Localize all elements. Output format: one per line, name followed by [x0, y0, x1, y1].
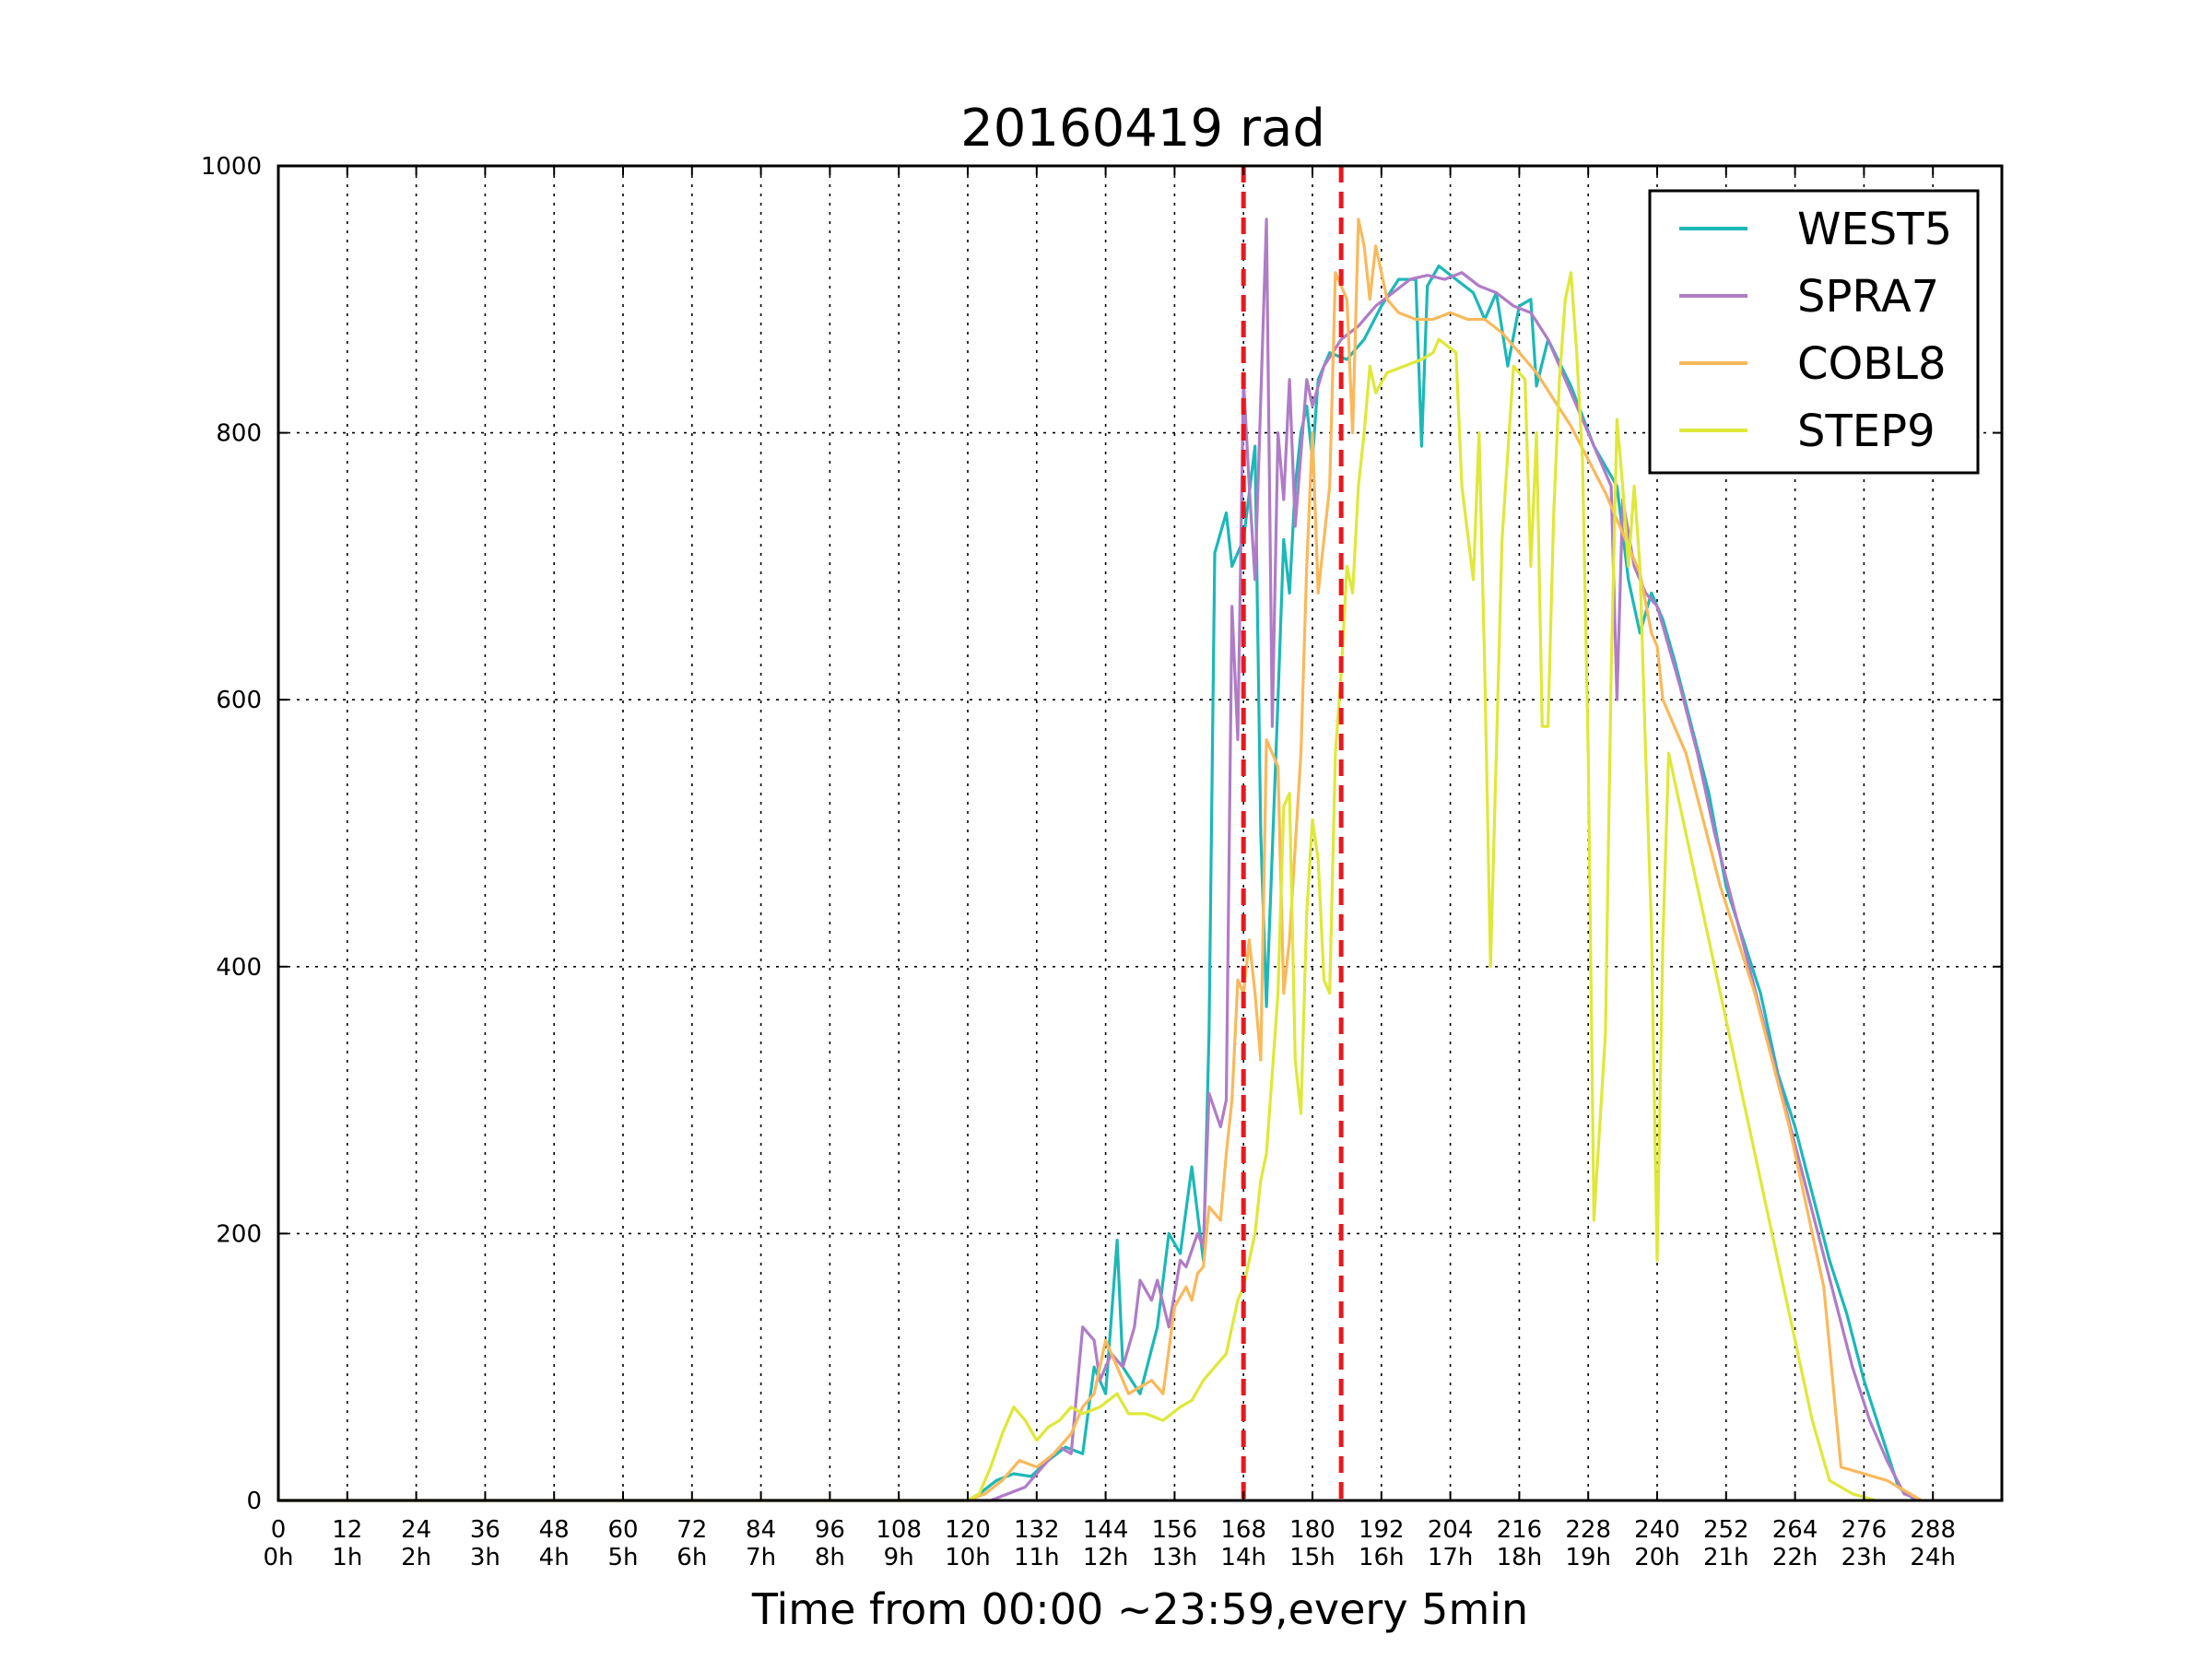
- x-tick-label-hour: 8h: [815, 1544, 845, 1571]
- legend-box: [1648, 189, 1980, 475]
- x-tick-label: 144: [1083, 1516, 1129, 1544]
- x-tick-label: 240: [1634, 1516, 1680, 1544]
- x-tick-label-hour: 1h: [332, 1544, 362, 1571]
- legend-label-step9: STEP9: [1797, 406, 1936, 457]
- y-tick-label: 600: [216, 687, 262, 714]
- x-tick-label-hour: 22h: [1772, 1544, 1818, 1571]
- y-tick-label: 800: [216, 420, 262, 448]
- x-tick-label: 132: [1014, 1516, 1060, 1544]
- legend: WEST5 SPRA7 COBL8 STEP9: [1648, 189, 1980, 475]
- x-tick-label: 168: [1220, 1516, 1266, 1544]
- series-line-spra7: [278, 218, 1923, 1502]
- x-tick-label: 60: [607, 1516, 638, 1544]
- x-tick-label: 276: [1841, 1516, 1888, 1544]
- y-tick-label: 0: [246, 1488, 262, 1515]
- x-tick-label-hour: 24h: [1910, 1544, 1956, 1571]
- x-tick-label-hour: 4h: [539, 1544, 570, 1571]
- series-line-cobl8: [278, 218, 1923, 1502]
- x-tick-label-hour: 5h: [607, 1544, 638, 1571]
- x-tick-label: 264: [1772, 1516, 1818, 1544]
- x-tick-label-hour: 9h: [884, 1544, 914, 1571]
- series-line-step9: [278, 271, 1877, 1502]
- x-tick-label-hour: 14h: [1220, 1544, 1266, 1571]
- x-tick-label-hour: 17h: [1428, 1544, 1474, 1571]
- x-tick-label: 108: [876, 1516, 922, 1544]
- x-tick-label-hour: 10h: [945, 1544, 991, 1571]
- legend-label-cobl8: COBL8: [1797, 338, 1947, 390]
- y-tick-label: 400: [216, 954, 262, 982]
- x-tick-label-hour: 3h: [470, 1544, 500, 1571]
- x-tick-label: 72: [677, 1516, 707, 1544]
- legend-label-west5: WEST5: [1797, 204, 1952, 255]
- series-lines: [278, 218, 1923, 1502]
- x-tick-label-hour: 13h: [1152, 1544, 1198, 1571]
- x-tick-label: 24: [401, 1516, 431, 1544]
- x-tick-label: 216: [1497, 1516, 1543, 1544]
- x-tick-label-hour: 7h: [746, 1544, 776, 1571]
- plot-area-frame: [276, 164, 2004, 1502]
- x-tick-label: 228: [1565, 1516, 1611, 1544]
- x-tick-label: 204: [1428, 1516, 1474, 1544]
- x-tick-label: 192: [1359, 1516, 1405, 1544]
- x-tick-label-hour: 23h: [1841, 1544, 1888, 1571]
- x-tick-label: 0: [271, 1516, 287, 1544]
- x-tick-label: 288: [1910, 1516, 1956, 1544]
- x-tick-label: 156: [1152, 1516, 1198, 1544]
- axis-ticks: 00h121h242h363h484h605h726h847h968h1089h…: [201, 153, 2002, 1571]
- y-tick-label: 200: [216, 1220, 262, 1248]
- x-tick-label: 96: [815, 1516, 845, 1544]
- x-tick-label-hour: 15h: [1289, 1544, 1335, 1571]
- x-axis-label: Time from 00:00 ~23:59,every 5min: [751, 1584, 1528, 1634]
- x-tick-label: 180: [1289, 1516, 1335, 1544]
- x-tick-label-hour: 12h: [1083, 1544, 1129, 1571]
- x-tick-label-hour: 6h: [677, 1544, 707, 1571]
- x-tick-label-hour: 2h: [401, 1544, 431, 1571]
- x-tick-label: 84: [746, 1516, 776, 1544]
- x-tick-label: 252: [1703, 1516, 1749, 1544]
- x-tick-label-hour: 20h: [1634, 1544, 1680, 1571]
- series-line-west5: [278, 265, 1917, 1502]
- reference-lines: [1241, 166, 1344, 1500]
- chart-title: 20160419 rad: [960, 99, 1325, 159]
- x-tick-label: 36: [470, 1516, 500, 1544]
- x-tick-label-hour: 19h: [1565, 1544, 1611, 1571]
- x-tick-label-hour: 16h: [1359, 1544, 1405, 1571]
- legend-label-spra7: SPRA7: [1797, 271, 1939, 323]
- x-tick-label: 120: [945, 1516, 991, 1544]
- x-tick-label-hour: 21h: [1703, 1544, 1749, 1571]
- x-tick-label: 48: [539, 1516, 570, 1544]
- y-tick-label: 1000: [201, 153, 262, 181]
- x-tick-label-hour: 0h: [263, 1544, 293, 1571]
- x-tick-label-hour: 18h: [1497, 1544, 1543, 1571]
- x-tick-label: 12: [332, 1516, 362, 1544]
- x-tick-label-hour: 11h: [1014, 1544, 1060, 1571]
